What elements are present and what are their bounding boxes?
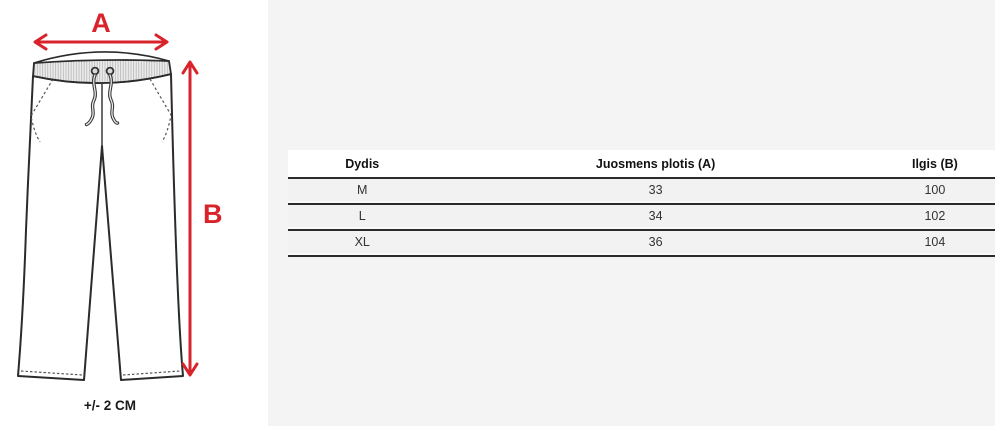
arrowhead-down-icon (181, 362, 199, 377)
drawstring-left-highlight (85, 74, 96, 126)
pocket-stitch-right (149, 78, 172, 143)
pants-outline (17, 73, 184, 381)
length-cell: 100 (874, 177, 995, 203)
drawstring-right-highlight (109, 74, 119, 124)
column-header-length: Ilgis (B) (874, 150, 995, 177)
waistband-rim (33, 51, 170, 64)
waist-cell: 36 (436, 229, 875, 255)
length-cell: 102 (874, 203, 995, 229)
arrowhead-left-icon (33, 33, 48, 51)
size-chart-table-wrap: Dydis Juosmens plotis (A) Ilgis (B) M 33… (288, 150, 995, 257)
arrowhead-up-icon (181, 60, 199, 75)
size-cell: XL (288, 229, 437, 255)
arrowhead-right-icon (154, 33, 169, 51)
length-arrow (181, 60, 199, 377)
table-row: L 34 102 (288, 203, 995, 229)
waist-cell: 33 (436, 177, 875, 203)
hem-stitch-left (20, 370, 83, 376)
width-label: A (91, 8, 111, 38)
hem-stitch-right (122, 370, 181, 376)
size-table-panel: Dydis Juosmens plotis (A) Ilgis (B) M 33… (268, 0, 995, 426)
width-arrow (33, 33, 169, 51)
pants-diagram: A B +/- 2 CM (17, 8, 223, 413)
table-row: M 33 100 (288, 177, 995, 203)
size-cell: M (288, 177, 437, 203)
column-header-size: Dydis (288, 150, 437, 177)
waist-cell: 34 (436, 203, 875, 229)
size-cell: L (288, 203, 437, 229)
table-row: XL 36 104 (288, 229, 995, 255)
tolerance-note: +/- 2 CM (84, 398, 136, 413)
measurement-diagram-panel: A B +/- 2 CM (0, 0, 268, 426)
size-chart-table: Dydis Juosmens plotis (A) Ilgis (B) M 33… (288, 150, 995, 255)
length-label: B (203, 199, 223, 229)
length-cell: 104 (874, 229, 995, 255)
table-header-row: Dydis Juosmens plotis (A) Ilgis (B) (288, 150, 995, 177)
column-header-waist-width: Juosmens plotis (A) (436, 150, 875, 177)
pocket-stitch-left (30, 78, 54, 143)
